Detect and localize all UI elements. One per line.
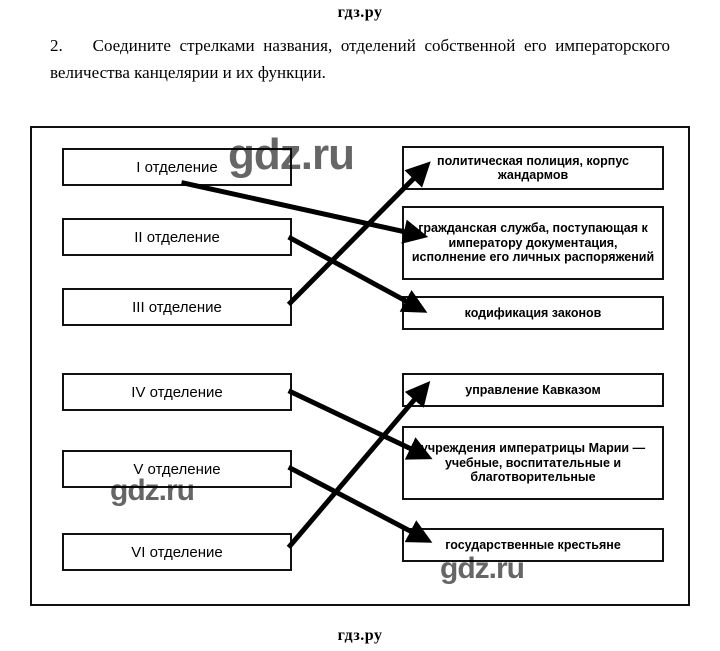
dept-4-label: IV отделение	[131, 384, 222, 401]
page-footer: гдз.ру	[0, 627, 720, 645]
func-civil-label: гражданская служба, поступающая к импера…	[410, 221, 656, 264]
matching-diagram: I отделение II отделение III отделение I…	[30, 126, 690, 606]
arrow-2-to-codification	[289, 237, 420, 308]
func-caucasus: управление Кавказом	[402, 373, 664, 407]
dept-5-label: V отделение	[133, 461, 220, 478]
dept-1-label: I отделение	[136, 159, 217, 176]
func-peasants: государственные крестьяне	[402, 528, 664, 562]
func-peasants-label: государственные крестьяне	[445, 538, 621, 552]
dept-1: I отделение	[62, 148, 292, 186]
dept-3: III отделение	[62, 288, 292, 326]
dept-2-label: II отделение	[134, 229, 220, 246]
func-codification-label: кодификация законов	[465, 306, 602, 320]
dept-4: IV отделение	[62, 373, 292, 411]
question-text: 2. Соедините стрелками названия, отделен…	[0, 22, 720, 86]
func-maria: учреждения императрицы Марии — учебные, …	[402, 426, 664, 500]
func-police-label: политическая полиция, корпус жандармов	[410, 154, 656, 183]
func-police: политическая полиция, корпус жандармов	[402, 146, 664, 190]
func-caucasus-label: управление Кавказом	[465, 383, 600, 397]
dept-6: VI отделение	[62, 533, 292, 571]
func-maria-label: учреждения императрицы Марии — учебные, …	[410, 441, 656, 484]
dept-3-label: III отделение	[132, 299, 222, 316]
func-civil: гражданская служба, поступающая к импера…	[402, 206, 664, 280]
question-number: 2.	[50, 32, 84, 59]
dept-5: V отделение	[62, 450, 292, 488]
func-codification: кодификация законов	[402, 296, 664, 330]
question-body: Соедините стрелками названия, отделений …	[50, 36, 670, 82]
page-header: гдз.ру	[0, 4, 720, 22]
dept-2: II отделение	[62, 218, 292, 256]
dept-6-label: VI отделение	[131, 544, 222, 561]
